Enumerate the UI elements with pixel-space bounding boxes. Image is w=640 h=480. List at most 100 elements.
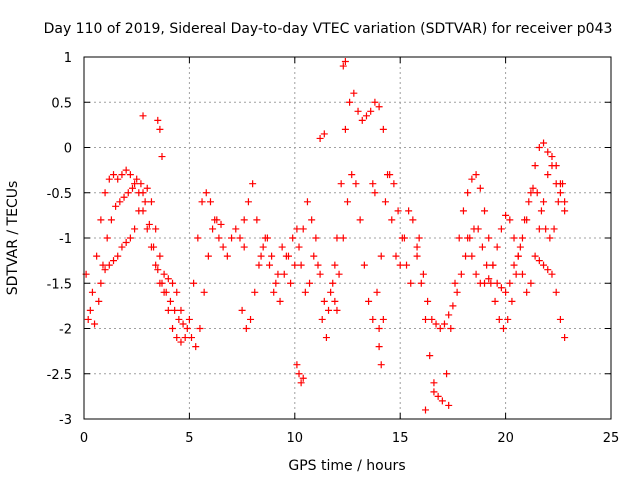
data-point (523, 288, 531, 296)
data-point (518, 234, 526, 242)
data-point (303, 198, 311, 206)
data-point (449, 302, 457, 310)
y-tick-label: -0.5 (47, 187, 72, 202)
data-point (291, 261, 299, 269)
data-point (238, 306, 246, 314)
data-point (299, 374, 307, 382)
data-point (491, 297, 499, 305)
data-point (525, 198, 533, 206)
data-point (164, 275, 172, 283)
data-point (495, 315, 503, 323)
data-point (379, 315, 387, 323)
data-point (472, 171, 480, 179)
data-point (413, 252, 421, 260)
data-point (508, 297, 516, 305)
data-point (367, 107, 375, 115)
data-point (540, 261, 548, 269)
data-point (514, 252, 522, 260)
data-point (320, 297, 328, 305)
data-point (137, 180, 145, 188)
data-point (327, 288, 335, 296)
data-point (554, 198, 562, 206)
data-point (162, 288, 170, 296)
y-tick-label: 0 (64, 142, 72, 157)
data-point (436, 325, 444, 332)
data-point (171, 306, 179, 314)
data-point (114, 252, 122, 260)
y-tick-label: -2 (59, 323, 72, 338)
data-point (459, 207, 467, 215)
data-point (371, 98, 379, 106)
data-point (156, 252, 164, 260)
data-point (274, 270, 282, 278)
data-point (409, 216, 417, 224)
data-point (561, 198, 569, 206)
series-track-b (82, 175, 225, 351)
data-point (259, 243, 267, 251)
data-point (160, 270, 168, 278)
data-point (196, 325, 204, 332)
data-point (424, 297, 432, 305)
data-point (293, 225, 301, 233)
series-track-h (464, 153, 569, 296)
data-point (341, 58, 349, 66)
data-point (550, 225, 558, 233)
data-point (453, 288, 461, 296)
data-point (295, 370, 303, 378)
data-point (240, 216, 248, 224)
data-point (329, 279, 337, 287)
data-point (474, 225, 482, 233)
data-point (310, 252, 318, 260)
data-point (110, 257, 118, 265)
x-tick-label: 15 (392, 431, 409, 446)
data-point (497, 284, 505, 292)
data-point (105, 261, 113, 269)
data-point (280, 270, 288, 278)
data-point (101, 189, 109, 197)
data-point (244, 198, 252, 206)
data-point (228, 234, 236, 242)
data-point (131, 180, 139, 188)
data-point (419, 270, 427, 278)
data-point (445, 311, 453, 319)
data-point (535, 144, 543, 151)
data-point (481, 207, 489, 215)
data-point (485, 275, 493, 283)
data-point (128, 184, 136, 192)
data-point (415, 234, 423, 242)
data-point (407, 279, 415, 287)
series-track-g (415, 180, 567, 332)
data-point (249, 180, 257, 188)
data-point (510, 234, 518, 242)
data-point (358, 116, 366, 124)
data-point (318, 315, 326, 323)
data-point (451, 279, 459, 287)
data-point (540, 198, 548, 206)
data-point (531, 162, 539, 170)
data-point (266, 261, 274, 269)
data-point (175, 315, 183, 323)
x-tick-label: 25 (603, 431, 620, 446)
data-point (299, 225, 307, 233)
data-point (445, 401, 453, 409)
data-point (506, 279, 514, 287)
data-point (398, 234, 406, 242)
data-point (331, 297, 339, 305)
data-point (464, 189, 472, 197)
data-point (468, 175, 476, 183)
data-point (381, 198, 389, 206)
data-point (152, 261, 160, 269)
data-point (270, 288, 278, 296)
data-point (257, 252, 265, 260)
data-point (432, 320, 440, 328)
series-track-i (535, 257, 569, 342)
data-point (426, 352, 434, 360)
data-point (139, 189, 147, 197)
data-point (346, 98, 354, 106)
data-point (392, 252, 400, 260)
data-point (506, 216, 514, 224)
data-point (206, 198, 214, 206)
data-point (325, 306, 333, 314)
data-point (552, 288, 560, 296)
data-point (388, 216, 396, 224)
